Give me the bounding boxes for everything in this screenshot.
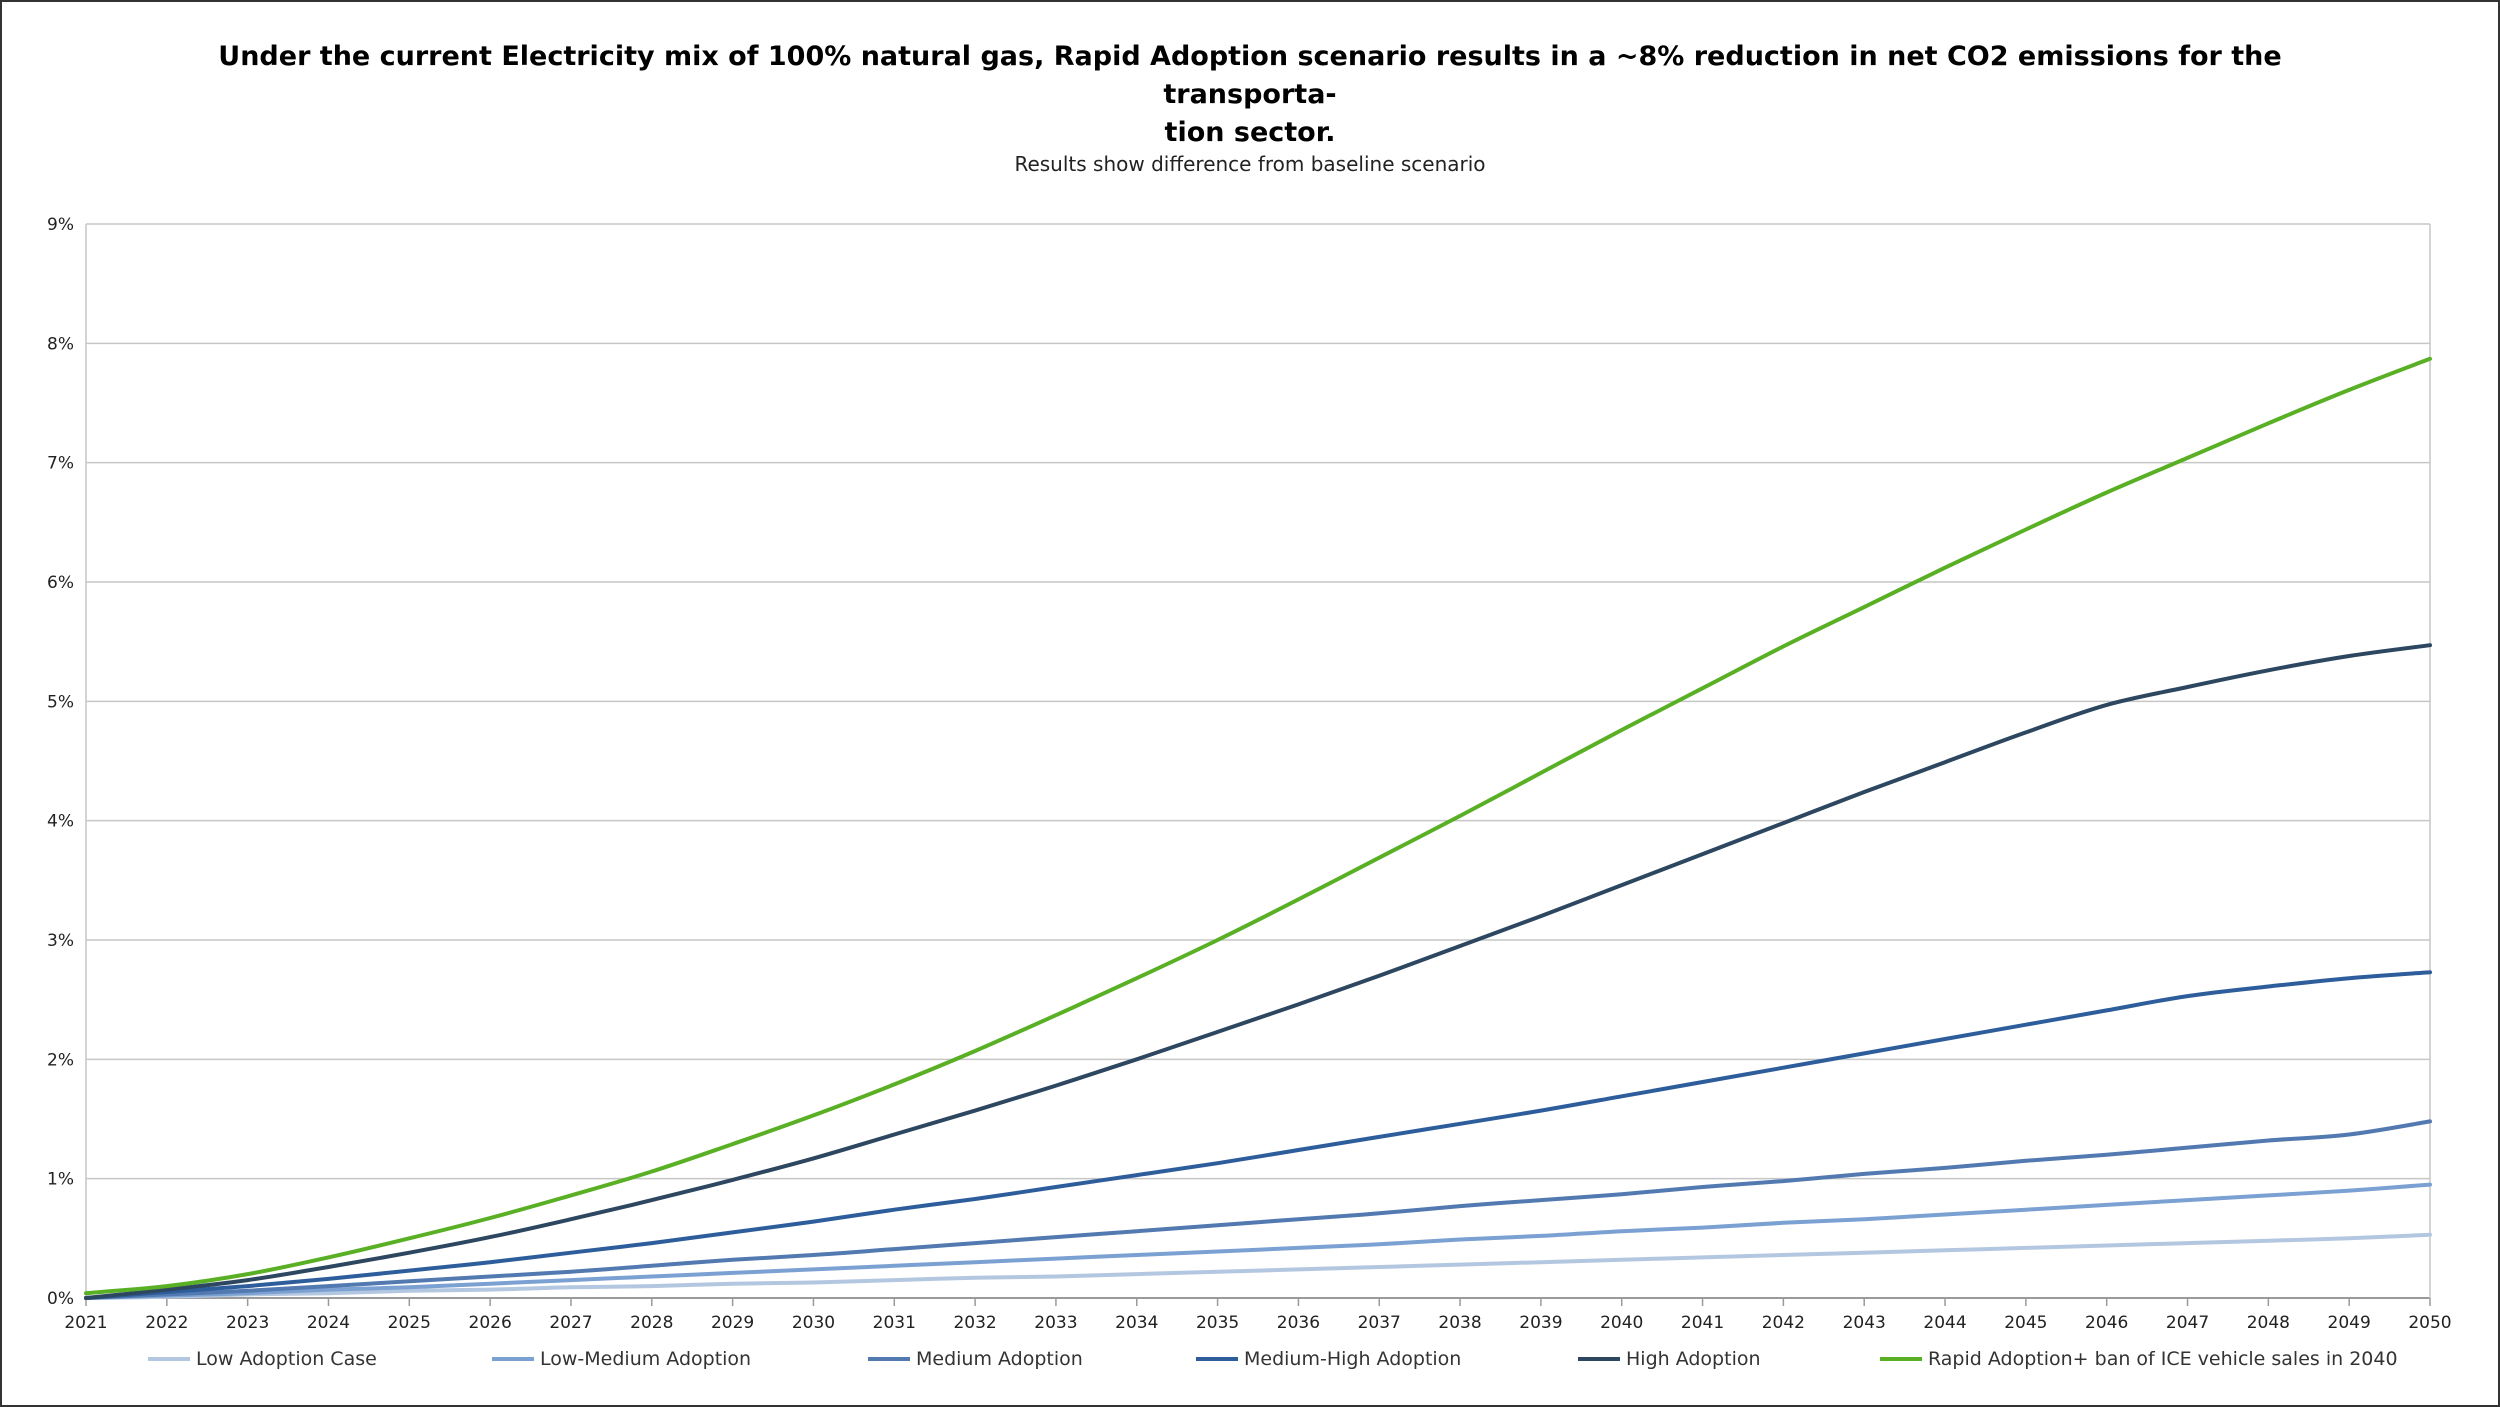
- series-line-5: [84, 643, 2432, 1300]
- y-tick-label: 8%: [47, 334, 74, 354]
- x-tick-label: 2041: [1681, 1313, 1724, 1333]
- x-tick-label: 2030: [792, 1313, 835, 1333]
- y-tick-label: 0%: [47, 1289, 74, 1309]
- chart-title: Under the current Electricity mix of 100…: [200, 38, 2300, 152]
- x-tick-label: 2044: [1923, 1313, 1966, 1333]
- x-tick-label: 2050: [2408, 1313, 2451, 1333]
- legend-label-5: High Adoption: [1626, 1348, 1761, 1370]
- x-tick-label: 2043: [1843, 1313, 1886, 1333]
- legend-label-1: Low Adoption Case: [196, 1348, 377, 1370]
- series-line-2: [84, 1182, 2432, 1300]
- chart-title-line-1: Under the current Electricity mix of 100…: [218, 41, 2282, 110]
- x-tick-label: 2034: [1115, 1313, 1158, 1333]
- x-tick-label: 2028: [630, 1313, 673, 1333]
- x-tick-label: 2021: [64, 1313, 107, 1333]
- x-tick-label: 2033: [1034, 1313, 1077, 1333]
- x-tick-label: 2031: [873, 1313, 916, 1333]
- chart-subtitle: Results show difference from baseline sc…: [1014, 152, 1486, 176]
- x-tick-label: 2035: [1196, 1313, 1239, 1333]
- series-line-3: [84, 1119, 2432, 1300]
- y-tick-label: 1%: [47, 1170, 74, 1190]
- x-tick-label: 2036: [1277, 1313, 1320, 1333]
- series-line-4: [84, 970, 2432, 1300]
- x-tick-label: 2042: [1762, 1313, 1805, 1333]
- x-tick-label: 2039: [1519, 1313, 1562, 1333]
- x-tick-label: 2037: [1358, 1313, 1401, 1333]
- x-tick-label: 2049: [2328, 1313, 2371, 1333]
- x-tick-label: 2040: [1600, 1313, 1643, 1333]
- y-tick-label: 3%: [47, 931, 74, 951]
- x-tick-label: 2046: [2085, 1313, 2128, 1333]
- y-tick-label: 9%: [47, 215, 74, 235]
- x-tick-label: 2047: [2166, 1313, 2209, 1333]
- legend-label-6: Rapid Adoption+ ban of ICE vehicle sales…: [1928, 1348, 2398, 1370]
- x-tick-label: 2045: [2004, 1313, 2047, 1333]
- x-tick-label: 2024: [307, 1313, 350, 1333]
- x-tick-label: 2022: [145, 1313, 188, 1333]
- series-line-1: [84, 1232, 2432, 1300]
- x-tick-label: 2025: [388, 1313, 431, 1333]
- legend-label-4: Medium-High Adoption: [1244, 1348, 1461, 1370]
- x-tick-label: 2048: [2247, 1313, 2290, 1333]
- y-tick-label: 6%: [47, 573, 74, 593]
- legend-label-2: Low-Medium Adoption: [540, 1348, 751, 1370]
- x-tick-label: 2032: [953, 1313, 996, 1333]
- x-tick-label: 2029: [711, 1313, 754, 1333]
- legend-label-3: Medium Adoption: [916, 1348, 1083, 1370]
- chart-title-line-2: tion sector.: [1164, 117, 1336, 148]
- series-line-6: [84, 356, 2432, 1296]
- x-tick-label: 2038: [1438, 1313, 1481, 1333]
- x-tick-label: 2027: [549, 1313, 592, 1333]
- y-tick-label: 5%: [47, 692, 74, 712]
- y-tick-label: 7%: [47, 454, 74, 474]
- y-tick-label: 2%: [47, 1050, 74, 1070]
- x-tick-label: 2026: [469, 1313, 512, 1333]
- y-tick-label: 4%: [47, 812, 74, 832]
- x-tick-label: 2023: [226, 1313, 269, 1333]
